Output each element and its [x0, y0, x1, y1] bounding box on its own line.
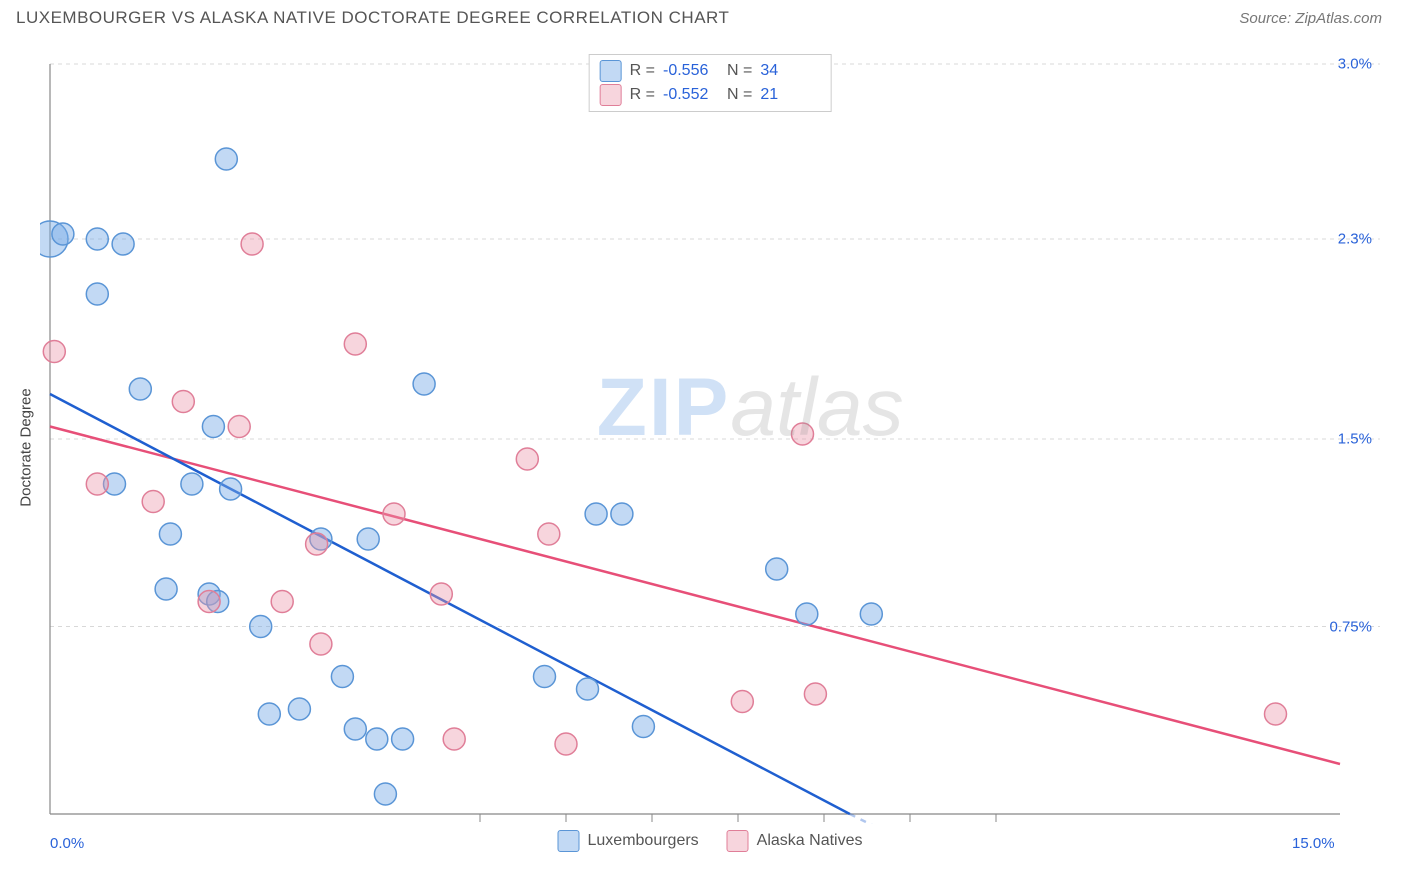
bottom-legend: Luxembourgers Alaska Natives: [558, 830, 863, 852]
scatter-chart-svg: [40, 54, 1380, 824]
series-swatch: [558, 830, 580, 852]
stats-row: R = -0.556 N = 34: [600, 59, 817, 83]
r-label: R =: [630, 83, 655, 107]
n-value: 34: [760, 59, 816, 83]
x-tick-label: 15.0%: [1292, 835, 1335, 852]
n-label: N =: [727, 59, 752, 83]
y-tick-label: 3.0%: [1338, 56, 1372, 73]
series-swatch: [600, 84, 622, 106]
r-value: -0.552: [663, 83, 719, 107]
r-label: R =: [630, 59, 655, 83]
y-tick-label: 2.3%: [1338, 231, 1372, 248]
legend-label: Luxembourgers: [588, 832, 699, 850]
legend-label: Alaska Natives: [757, 832, 863, 850]
chart-title: LUXEMBOURGER VS ALASKA NATIVE DOCTORATE …: [16, 8, 729, 28]
x-tick-label: 0.0%: [50, 835, 84, 852]
y-axis-label: Doctorate Degree: [18, 388, 35, 506]
series-swatch: [727, 830, 749, 852]
r-value: -0.556: [663, 59, 719, 83]
series-swatch: [600, 60, 622, 82]
chart-header: LUXEMBOURGER VS ALASKA NATIVE DOCTORATE …: [0, 0, 1406, 36]
source-attribution: Source: ZipAtlas.com: [1239, 10, 1382, 27]
n-label: N =: [727, 83, 752, 107]
source-prefix: Source:: [1239, 10, 1295, 27]
n-value: 21: [760, 83, 816, 107]
stats-row: R = -0.552 N = 21: [600, 83, 817, 107]
chart-container: Doctorate Degree ZIPatlas R =-0.556N =34…: [40, 54, 1380, 824]
source-name: ZipAtlas.com: [1295, 10, 1382, 27]
correlation-stats-box: R = -0.556 N = 34 R = -0.552 N = 21: [589, 54, 832, 112]
y-tick-label: 1.5%: [1338, 431, 1372, 448]
legend-item: Alaska Natives: [727, 830, 863, 852]
legend-item: Luxembourgers: [558, 830, 699, 852]
y-tick-label: 0.75%: [1329, 618, 1372, 635]
